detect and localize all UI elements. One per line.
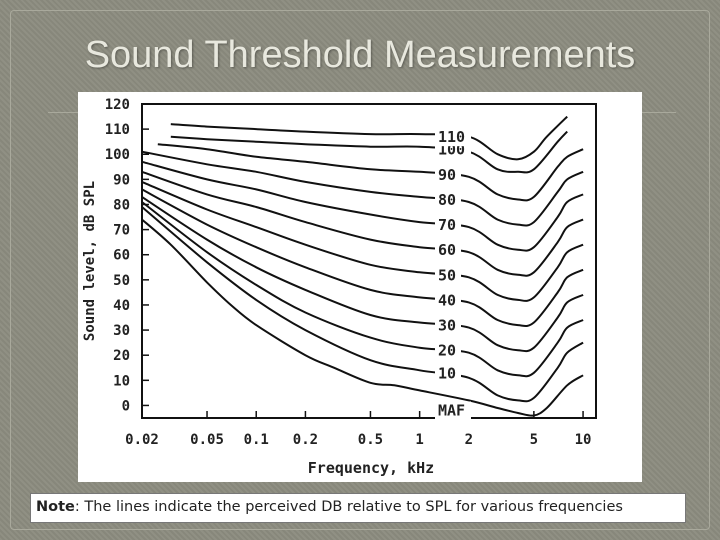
- curve-label: 110: [438, 128, 465, 146]
- x-tick-label: 0.2: [293, 432, 318, 448]
- y-tick-label: 0: [122, 398, 130, 414]
- curve-80: [141, 150, 584, 227]
- curve-50: [141, 180, 584, 302]
- curve-label: MAF: [438, 401, 465, 419]
- curve-label-bg: [435, 241, 461, 260]
- curve-label-bg: [435, 316, 461, 335]
- curve-label-bg: [435, 216, 461, 235]
- curve-label-bg: [435, 341, 461, 360]
- y-tick-label: 50: [113, 273, 130, 289]
- x-tick-label: 1: [415, 432, 423, 448]
- curve-90: [157, 143, 584, 202]
- curve-label-bg: [435, 291, 461, 310]
- curve-label-bg: [435, 165, 461, 184]
- curve-label: 30: [438, 317, 456, 335]
- curve-label: 10: [438, 364, 456, 382]
- y-tick-label: 80: [113, 197, 130, 213]
- x-tick-label: 5: [530, 432, 538, 448]
- y-tick-label: 70: [113, 223, 130, 239]
- curve-10: [141, 206, 584, 403]
- note-label: Note: [36, 499, 75, 515]
- slide-frame: [10, 10, 710, 530]
- curve-label-bg: [435, 128, 471, 147]
- curve-label: 20: [438, 342, 456, 360]
- curve-30: [141, 196, 584, 353]
- curve-label-bg: [435, 364, 461, 383]
- x-tick-label: 0.02: [125, 432, 159, 448]
- x-tick-label: 2: [465, 432, 473, 448]
- y-axis-label: Sound level, dB SPL: [82, 181, 98, 341]
- y-tick-label: 60: [113, 248, 130, 264]
- plot-frame: [141, 103, 597, 419]
- x-tick-label: 0.5: [358, 432, 383, 448]
- slide-title: Sound Threshold Measurements: [84, 34, 636, 76]
- y-tick-label: 20: [113, 348, 130, 364]
- curve-20: [141, 201, 584, 378]
- curve-60: [141, 170, 584, 277]
- chart-panel: 0 10 20 30 40 50 60 70 80 90 100 110 120 0.02 0.05 0.1…: [78, 92, 642, 482]
- curve-70: [141, 160, 584, 252]
- curve-label: 70: [438, 216, 456, 234]
- curve-label: 90: [438, 166, 456, 184]
- x-axis-label: Frequency, kHz: [308, 459, 434, 477]
- y-tick-label: 30: [113, 323, 130, 339]
- curve-label: 80: [438, 191, 456, 209]
- y-tick-label: 90: [113, 172, 130, 188]
- curve-label: 40: [438, 291, 456, 309]
- y-tick-label: 120: [105, 97, 130, 113]
- x-tick-label: 0.1: [244, 432, 269, 448]
- y-tick-label: 10: [113, 373, 130, 389]
- curve-label: 60: [438, 241, 456, 259]
- y-tick-label: 110: [105, 122, 130, 138]
- x-tick-label: 10: [575, 432, 592, 448]
- x-tick-label: 0.05: [190, 432, 224, 448]
- note-text: : The lines indicate the perceived DB re…: [74, 499, 623, 515]
- y-tick-label: 100: [105, 147, 130, 163]
- curve-label-bg: [435, 190, 461, 209]
- curve-label-bg: [435, 266, 461, 285]
- curve-40: [141, 188, 584, 328]
- y-tick-label: 40: [113, 298, 130, 314]
- curve-label-bg: [435, 401, 471, 420]
- curve-maf: [141, 218, 584, 417]
- curve-label: 50: [438, 266, 456, 284]
- note-box: Note: The lines indicate the perceived D…: [30, 493, 686, 523]
